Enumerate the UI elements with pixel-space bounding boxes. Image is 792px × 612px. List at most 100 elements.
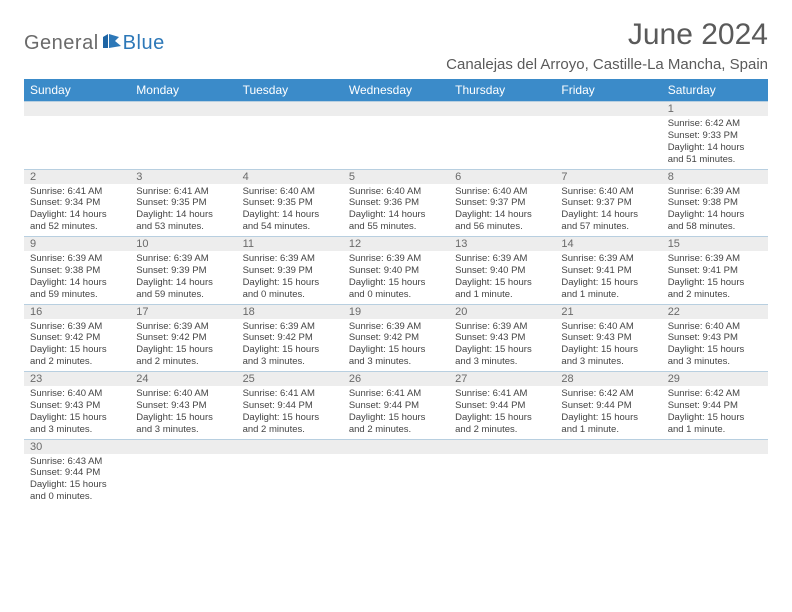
date-number-cell: 17 [130,304,236,319]
location-label: Canalejas del Arroyo, Castille-La Mancha… [446,56,768,73]
date-number-cell: 22 [662,304,768,319]
date-number-cell [343,102,449,117]
date-number-cell: 3 [130,169,236,184]
date-number-cell: 19 [343,304,449,319]
date-number-cell [555,439,661,454]
date-number-cell [449,439,555,454]
day-detail-cell: Sunrise: 6:39 AM Sunset: 9:42 PM Dayligh… [130,319,236,372]
day-detail-cell: Sunrise: 6:41 AM Sunset: 9:44 PM Dayligh… [449,386,555,439]
date-number-cell: 8 [662,169,768,184]
date-number-cell: 16 [24,304,130,319]
day-detail-cell: Sunrise: 6:39 AM Sunset: 9:39 PM Dayligh… [237,251,343,304]
date-number-cell: 9 [24,237,130,252]
dayhead-sat: Saturday [662,79,768,102]
date-number-cell: 23 [24,372,130,387]
date-number-cell [24,102,130,117]
date-number-row: 1 [24,102,768,117]
logo: General Blue [24,18,165,55]
dayhead-sun: Sunday [24,79,130,102]
day-detail-cell [555,454,661,507]
date-number-cell: 28 [555,372,661,387]
date-number-cell [555,102,661,117]
day-detail-cell: Sunrise: 6:40 AM Sunset: 9:37 PM Dayligh… [449,184,555,237]
date-number-cell: 30 [24,439,130,454]
day-header-row: Sunday Monday Tuesday Wednesday Thursday… [24,79,768,102]
day-detail-cell: Sunrise: 6:40 AM Sunset: 9:43 PM Dayligh… [130,386,236,439]
detail-row: Sunrise: 6:40 AM Sunset: 9:43 PM Dayligh… [24,386,768,439]
day-detail-cell: Sunrise: 6:41 AM Sunset: 9:44 PM Dayligh… [343,386,449,439]
day-detail-cell: Sunrise: 6:42 AM Sunset: 9:44 PM Dayligh… [662,386,768,439]
dayhead-thu: Thursday [449,79,555,102]
dayhead-tue: Tuesday [237,79,343,102]
day-detail-cell [237,116,343,169]
day-detail-cell [24,116,130,169]
date-number-cell: 12 [343,237,449,252]
day-detail-cell: Sunrise: 6:40 AM Sunset: 9:36 PM Dayligh… [343,184,449,237]
day-detail-cell [449,454,555,507]
calendar-body: 1Sunrise: 6:42 AM Sunset: 9:33 PM Daylig… [24,102,768,507]
date-number-cell [130,102,236,117]
date-number-row: 30 [24,439,768,454]
date-number-row: 2345678 [24,169,768,184]
date-number-cell: 2 [24,169,130,184]
day-detail-cell: Sunrise: 6:39 AM Sunset: 9:40 PM Dayligh… [449,251,555,304]
date-number-cell [130,439,236,454]
day-detail-cell: Sunrise: 6:39 AM Sunset: 9:39 PM Dayligh… [130,251,236,304]
date-number-cell: 29 [662,372,768,387]
day-detail-cell: Sunrise: 6:42 AM Sunset: 9:33 PM Dayligh… [662,116,768,169]
title-block: June 2024 Canalejas del Arroyo, Castille… [446,18,768,73]
date-number-row: 9101112131415 [24,237,768,252]
date-number-cell: 24 [130,372,236,387]
date-number-cell: 20 [449,304,555,319]
day-detail-cell: Sunrise: 6:41 AM Sunset: 9:44 PM Dayligh… [237,386,343,439]
date-number-cell: 26 [343,372,449,387]
detail-row: Sunrise: 6:43 AM Sunset: 9:44 PM Dayligh… [24,454,768,507]
header: General Blue June 2024 Canalejas del Arr… [24,18,768,73]
day-detail-cell [555,116,661,169]
day-detail-cell [237,454,343,507]
day-detail-cell: Sunrise: 6:40 AM Sunset: 9:43 PM Dayligh… [24,386,130,439]
day-detail-cell [130,454,236,507]
calendar-page: General Blue June 2024 Canalejas del Arr… [0,0,792,524]
day-detail-cell: Sunrise: 6:41 AM Sunset: 9:35 PM Dayligh… [130,184,236,237]
date-number-cell: 6 [449,169,555,184]
day-detail-cell: Sunrise: 6:43 AM Sunset: 9:44 PM Dayligh… [24,454,130,507]
day-detail-cell: Sunrise: 6:41 AM Sunset: 9:34 PM Dayligh… [24,184,130,237]
day-detail-cell: Sunrise: 6:39 AM Sunset: 9:42 PM Dayligh… [237,319,343,372]
date-number-cell: 4 [237,169,343,184]
day-detail-cell [130,116,236,169]
detail-row: Sunrise: 6:41 AM Sunset: 9:34 PM Dayligh… [24,184,768,237]
logo-text-general: General [24,32,99,55]
day-detail-cell: Sunrise: 6:39 AM Sunset: 9:41 PM Dayligh… [555,251,661,304]
date-number-cell: 27 [449,372,555,387]
dayhead-fri: Friday [555,79,661,102]
day-detail-cell: Sunrise: 6:39 AM Sunset: 9:43 PM Dayligh… [449,319,555,372]
date-number-cell: 11 [237,237,343,252]
date-number-row: 16171819202122 [24,304,768,319]
date-number-cell: 13 [449,237,555,252]
date-number-cell: 25 [237,372,343,387]
day-detail-cell: Sunrise: 6:39 AM Sunset: 9:40 PM Dayligh… [343,251,449,304]
date-number-cell: 18 [237,304,343,319]
dayhead-mon: Monday [130,79,236,102]
date-number-cell: 10 [130,237,236,252]
date-number-cell [343,439,449,454]
date-number-cell: 21 [555,304,661,319]
date-number-row: 23242526272829 [24,372,768,387]
detail-row: Sunrise: 6:39 AM Sunset: 9:38 PM Dayligh… [24,251,768,304]
date-number-cell [237,102,343,117]
day-detail-cell: Sunrise: 6:39 AM Sunset: 9:42 PM Dayligh… [343,319,449,372]
calendar-table: Sunday Monday Tuesday Wednesday Thursday… [24,79,768,506]
day-detail-cell: Sunrise: 6:42 AM Sunset: 9:44 PM Dayligh… [555,386,661,439]
day-detail-cell [343,454,449,507]
detail-row: Sunrise: 6:42 AM Sunset: 9:33 PM Dayligh… [24,116,768,169]
day-detail-cell: Sunrise: 6:39 AM Sunset: 9:38 PM Dayligh… [662,184,768,237]
flag-icon [103,34,121,48]
detail-row: Sunrise: 6:39 AM Sunset: 9:42 PM Dayligh… [24,319,768,372]
date-number-cell: 7 [555,169,661,184]
date-number-cell: 14 [555,237,661,252]
date-number-cell [662,439,768,454]
date-number-cell [449,102,555,117]
day-detail-cell: Sunrise: 6:39 AM Sunset: 9:41 PM Dayligh… [662,251,768,304]
day-detail-cell: Sunrise: 6:40 AM Sunset: 9:37 PM Dayligh… [555,184,661,237]
